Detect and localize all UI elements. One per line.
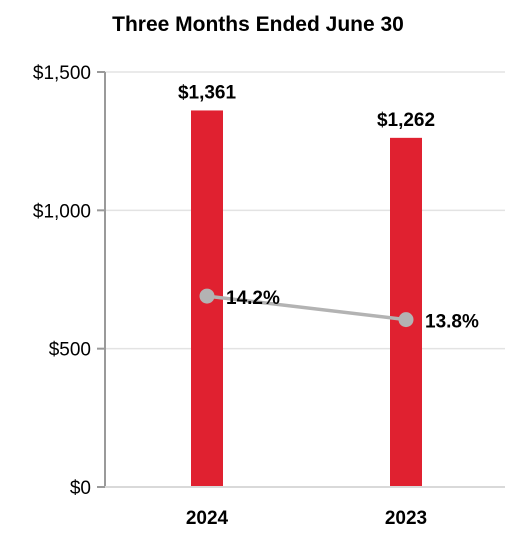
margin-line [206,294,407,322]
margin-line-series: 14.2% 13.8% [199,288,479,333]
x-axis-ticks: 2024 2023 [186,508,427,529]
chart-title: Three Months Ended June 30 [112,13,404,36]
y-tick-label: $500 [49,340,91,361]
margin-value-label: 13.8% [425,312,479,333]
y-axis-ticks: $0 $500 $1,000 $1,500 [33,63,105,499]
y-tick-label: $1,000 [33,201,91,222]
margin-point [398,312,414,328]
gridlines [105,71,505,350]
bar-value-label: $1,361 [178,82,237,103]
bar-value-label: $1,262 [377,110,435,131]
margin-point [199,288,215,304]
y-tick-label: $0 [70,478,91,499]
margin-value-label: 14.2% [226,288,280,309]
x-tick-label: 2023 [385,508,427,529]
x-tick-label: 2024 [186,508,229,529]
y-tick-label: $1,500 [33,63,91,84]
bar-data-labels: $1,361 $1,262 [178,82,435,130]
